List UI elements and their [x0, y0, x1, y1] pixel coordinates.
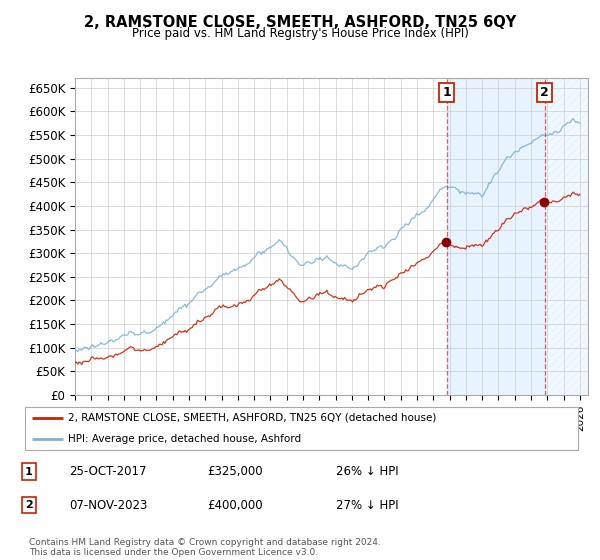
Text: HPI: Average price, detached house, Ashford: HPI: Average price, detached house, Ashf… — [68, 434, 302, 444]
Text: £400,000: £400,000 — [207, 498, 263, 512]
Bar — [545, 78, 588, 395]
Text: 27% ↓ HPI: 27% ↓ HPI — [336, 498, 398, 512]
Text: 1: 1 — [442, 86, 451, 99]
Text: 07-NOV-2023: 07-NOV-2023 — [69, 498, 148, 512]
Text: 2, RAMSTONE CLOSE, SMEETH, ASHFORD, TN25 6QY (detached house): 2, RAMSTONE CLOSE, SMEETH, ASHFORD, TN25… — [68, 413, 437, 423]
Text: £325,000: £325,000 — [207, 465, 263, 478]
Text: 1: 1 — [25, 466, 32, 477]
Text: Price paid vs. HM Land Registry's House Price Index (HPI): Price paid vs. HM Land Registry's House … — [131, 27, 469, 40]
Text: 26% ↓ HPI: 26% ↓ HPI — [336, 465, 398, 478]
Bar — [446, 78, 545, 395]
Text: 2: 2 — [25, 500, 32, 510]
Text: 25-OCT-2017: 25-OCT-2017 — [69, 465, 146, 478]
Text: 2, RAMSTONE CLOSE, SMEETH, ASHFORD, TN25 6QY: 2, RAMSTONE CLOSE, SMEETH, ASHFORD, TN25… — [84, 15, 516, 30]
FancyBboxPatch shape — [25, 407, 578, 450]
Text: Contains HM Land Registry data © Crown copyright and database right 2024.
This d: Contains HM Land Registry data © Crown c… — [29, 538, 380, 557]
Text: 2: 2 — [541, 86, 549, 99]
